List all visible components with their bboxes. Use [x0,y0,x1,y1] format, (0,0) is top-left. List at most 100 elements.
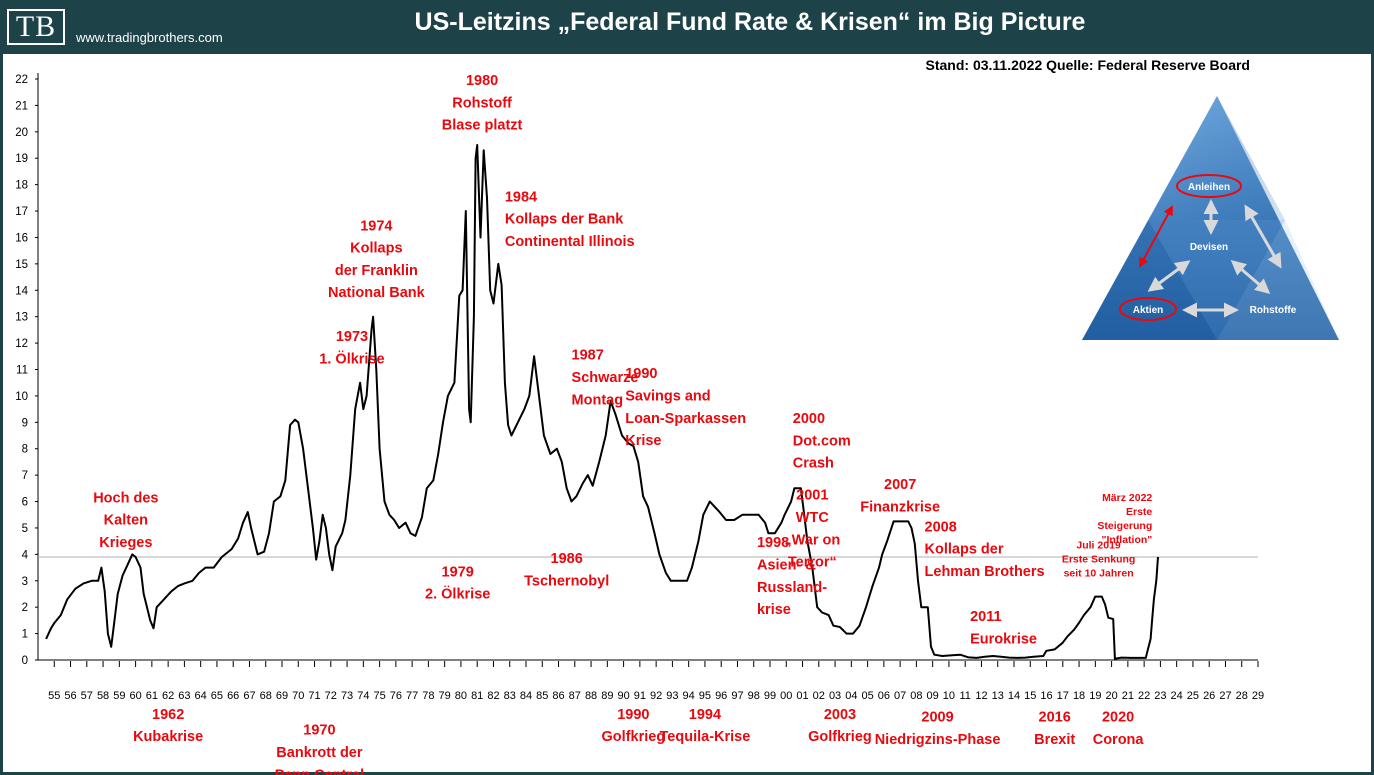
x-tick-label: 19 [1089,690,1101,702]
x-tick-label: 08 [910,690,922,702]
annotation-line: Brexit [1034,732,1075,748]
annotation-line: 1990 [617,707,649,723]
annotation-line: „War on [784,532,840,548]
x-tick-label: 96 [715,690,727,702]
y-tick-label: 12 [15,338,28,350]
x-tick-label: 82 [487,690,499,702]
y-tick-label: 2 [22,602,28,614]
pyramid-label-right: Rohstoffe [1250,305,1297,316]
site-link[interactable]: www.tradingbrothers.com [76,30,223,45]
annotation-line: Finanzkrise [860,499,940,515]
annotation-line: 1987 [572,348,604,364]
annotation-label: 2001 WTC „War on Terror“ [784,488,840,571]
x-tick-label: 99 [764,690,776,702]
annotation-line: 2009 [921,710,953,726]
annotation-label: 1984 Kollaps der Bank Continental Illinois [505,189,635,250]
annotation-line: 1970 [303,723,335,739]
annotation-line: Loan-Sparkassen [625,411,746,427]
x-tick-label: 17 [1057,690,1069,702]
annotation-label: 2007 Finanzkrise [860,477,940,515]
y-tick-label: 3 [22,576,28,588]
x-tick-label: 06 [878,690,890,702]
header-bar: TB www.tradingbrothers.com US-Leitzins „… [0,0,1374,54]
x-tick-label: 79 [439,690,451,702]
y-tick-label: 17 [15,206,28,218]
x-tick-label: 85 [536,690,548,702]
x-tick-label: 20 [1105,690,1117,702]
annotation-line: 1979 [442,564,474,580]
asset-pyramid: Anleihen Devisen Aktien Rohstoffe [1082,96,1339,340]
x-tick-label: 26 [1203,690,1215,702]
annotation-label: 2008 Kollaps der Lehman Brothers [925,519,1045,580]
axes [37,73,1258,661]
annotation-line: Kollaps der Bank [505,212,624,228]
annotation-label: 2011 Eurokrise [970,609,1037,647]
annotation-label: 1986 Tschernobyl [524,551,609,589]
annotation-label: Juli 2019 Erste Senkung seit 10 Jahren [1062,540,1136,580]
page-title: US-Leitzins „Federal Fund Rate & Krisen“… [414,8,1086,36]
annotation-line: Juli 2019 [1076,540,1121,552]
x-tick-label: 65 [211,690,223,702]
annotation-line: Russland- [757,580,827,596]
pyramid-label-left: Aktien [1133,305,1164,316]
x-tick-label: 24 [1171,690,1183,702]
arrow-icon [1244,204,1282,269]
annotation-label: 1979 2. Ölkrise [425,564,490,602]
annotation-line: Erste Senkung [1062,554,1136,566]
red-arrow-icon [1139,205,1173,268]
x-tick-label: 89 [601,690,613,702]
highlight-ellipse [1119,297,1177,321]
x-tick-label: 58 [97,690,109,702]
annotation-line: National Bank [328,285,426,301]
x-tick-label: 57 [81,690,93,702]
x-tick-label: 95 [699,690,711,702]
annotation-line: der Franklin [335,263,418,279]
x-tick-label: 22 [1138,690,1150,702]
annotation-line: Kollaps [350,241,402,257]
y-tick-label: 21 [15,100,28,112]
x-tick-label: 76 [390,690,402,702]
x-tick-label: 77 [406,690,418,702]
annotation-label: 1970 Bankrott der Penn Central [275,723,364,775]
x-tick-label: 23 [1154,690,1166,702]
y-tick-label: 22 [15,74,28,86]
annotation-line: 1984 [505,189,537,205]
y-tick-label: 1 [22,629,28,641]
pyramid-label-top: Anleihen [1188,182,1230,193]
x-tick-label: 86 [552,690,564,702]
annotation-line: 1990 [625,366,657,382]
arrow-icon [1230,260,1271,294]
annotation-line: 2. Ölkrise [425,586,490,603]
x-tick-label: 28 [1236,690,1248,702]
logo: TB [7,9,65,45]
x-tick-label: 94 [683,690,695,702]
annotation-line: 1994 [689,707,721,723]
y-tick-label: 14 [15,285,28,297]
annotation-label: 1962 Kubakrise [133,707,203,745]
annotation-line: 1. Ölkrise [319,351,384,368]
x-tick-label: 02 [813,690,825,702]
x-tick-label: 73 [341,690,353,702]
y-tick-label: 5 [22,523,28,535]
annotation-line: Bankrott der [276,745,363,761]
y-tick-label: 13 [15,312,28,324]
annotation-label: 1990 Savings and Loan-Sparkassen Krise [625,366,746,449]
y-tick-label: 0 [22,655,28,667]
x-tick-label: 70 [292,690,304,702]
x-tick-label: 07 [894,690,906,702]
annotation-line: Corona [1093,732,1145,748]
annotation-line: Hoch des [93,490,158,506]
y-tick-label: 11 [16,365,28,377]
y-tick-label: 9 [22,417,28,429]
x-tick-label: 84 [520,690,532,702]
annotation-line: 2016 [1039,710,1071,726]
x-tick-label: 61 [146,690,158,702]
y-tick-label: 8 [22,444,28,456]
x-tick-label: 56 [64,690,76,702]
annotation-line: Erste [1126,506,1152,518]
x-tick-label: 78 [422,690,434,702]
x-tick-label: 09 [927,690,939,702]
